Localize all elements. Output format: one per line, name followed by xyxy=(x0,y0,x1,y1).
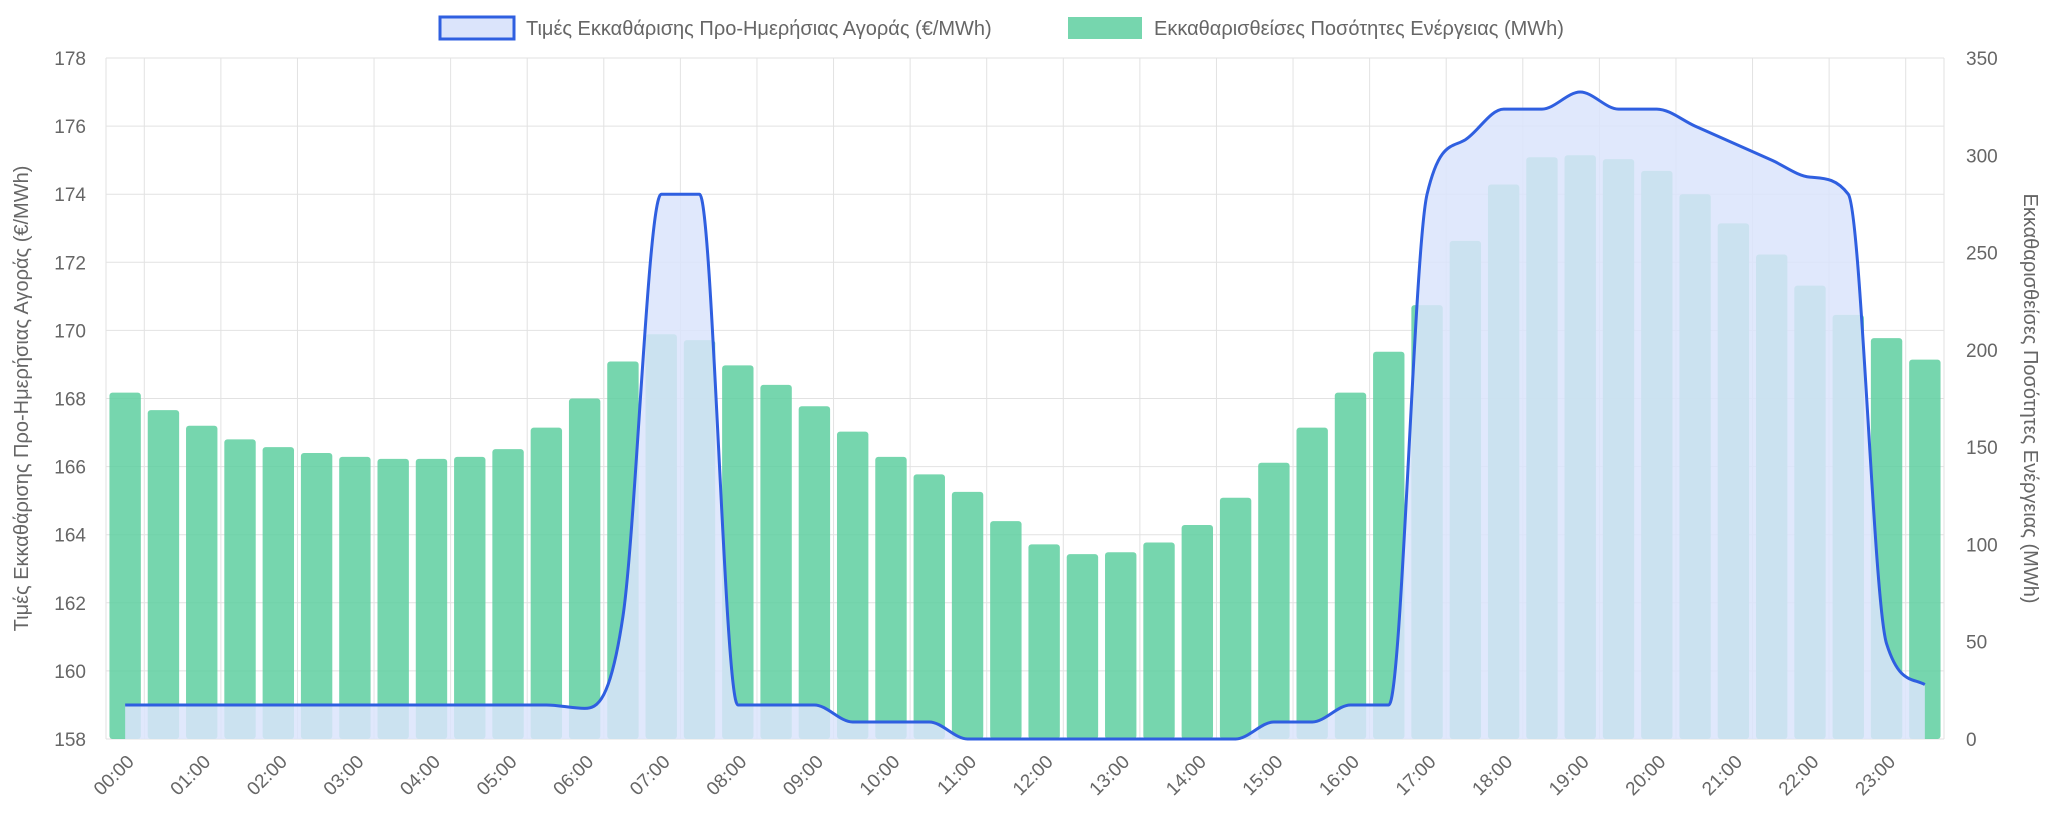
y-tick-label: 174 xyxy=(54,185,86,206)
price-area-fill xyxy=(125,92,1925,740)
x-tick-label: 19:00 xyxy=(1545,752,1593,800)
y-tick-label: 176 xyxy=(54,117,86,138)
x-tick-label: 12:00 xyxy=(1009,752,1057,800)
energy-bar[interactable] xyxy=(454,456,486,739)
x-tick-label: 18:00 xyxy=(1469,752,1517,800)
x-tick-label: 11:00 xyxy=(934,752,981,799)
y-tick-label: 160 xyxy=(54,662,86,683)
legend-label-energy: Εκκαθαρισθείσες Ποσότητες Ενέργειας (MWh… xyxy=(1154,18,1564,40)
energy-bar[interactable] xyxy=(1028,544,1060,739)
x-tick-label: 17:00 xyxy=(1392,752,1440,800)
x-tick-label: 21:00 xyxy=(1698,752,1746,800)
legend-item-price[interactable]: Τιμές Εκκαθάρισης Προ-Ημερήσιας Αγοράς (… xyxy=(438,15,992,41)
x-tick-label: 09:00 xyxy=(779,752,827,800)
y-right-tick-label: 250 xyxy=(1966,244,1998,265)
energy-bar[interactable] xyxy=(1219,497,1252,739)
y-tick-label: 162 xyxy=(54,594,86,615)
y-tick-label: 170 xyxy=(54,321,86,342)
y-right-tick-label: 0 xyxy=(1966,730,1977,751)
energy-bar[interactable] xyxy=(760,384,792,739)
energy-bar[interactable] xyxy=(798,406,831,739)
energy-bar[interactable] xyxy=(913,474,945,739)
legend[interactable]: Τιμές Εκκαθάρισης Προ-Ημερήσιας Αγοράς (… xyxy=(438,15,1564,41)
x-tick-label: 04:00 xyxy=(396,752,444,800)
energy-bar[interactable] xyxy=(377,458,409,739)
x-tick-label: 00:00 xyxy=(90,752,138,800)
y-right-tick-label: 200 xyxy=(1966,341,1998,362)
energy-bar[interactable] xyxy=(568,398,601,740)
y-tick-label: 164 xyxy=(54,526,86,547)
y-right-tick-label: 300 xyxy=(1966,146,1998,167)
legend-label-price: Τιμές Εκκαθάρισης Προ-Ημερήσιας Αγοράς (… xyxy=(526,18,992,40)
x-tick-label: 10:00 xyxy=(856,752,904,800)
legend-swatch-price xyxy=(438,15,516,41)
energy-bar[interactable] xyxy=(1334,392,1367,739)
y-tick-label: 178 xyxy=(54,49,86,70)
y-right-tick-label: 100 xyxy=(1966,535,1998,556)
energy-bar[interactable] xyxy=(836,431,869,739)
energy-bar[interactable] xyxy=(875,456,907,739)
energy-bar[interactable] xyxy=(109,392,141,739)
x-tick-label: 22:00 xyxy=(1775,752,1823,800)
energy-bar[interactable] xyxy=(492,449,524,739)
x-tick-label: 23:00 xyxy=(1852,752,1900,800)
energy-bar[interactable] xyxy=(1143,542,1175,739)
x-tick-label: 02:00 xyxy=(243,752,291,800)
energy-bar[interactable] xyxy=(951,491,984,739)
energy-bar[interactable] xyxy=(147,410,180,739)
energy-bar[interactable] xyxy=(300,452,333,739)
y-right-tick-label: 150 xyxy=(1966,438,1998,459)
energy-bar[interactable] xyxy=(415,458,448,739)
x-tick-label: 01:00 xyxy=(167,752,215,800)
y-right-tick-label: 50 xyxy=(1966,633,1987,654)
energy-bar[interactable] xyxy=(1105,552,1137,739)
energy-bar[interactable] xyxy=(339,456,371,739)
energy-bar[interactable] xyxy=(1066,554,1099,739)
x-tick-label: 16:00 xyxy=(1315,752,1363,800)
energy-bar[interactable] xyxy=(1181,524,1214,739)
x-tick-label: 08:00 xyxy=(703,752,751,800)
x-tick-label: 03:00 xyxy=(320,752,368,800)
x-tick-label: 14:00 xyxy=(1162,752,1210,800)
energy-bar[interactable] xyxy=(1296,427,1328,739)
price-area xyxy=(125,90,1926,741)
x-tick-label: 20:00 xyxy=(1622,752,1670,800)
y-axis-title: Τιμές Εκκαθάρισης Προ-Ημερήσιας Αγοράς (… xyxy=(11,166,33,632)
energy-bar[interactable] xyxy=(1909,359,1941,739)
energy-bar[interactable] xyxy=(530,427,563,739)
x-tick-label: 13:00 xyxy=(1086,752,1134,800)
x-tick-label: 05:00 xyxy=(473,752,521,800)
x-tick-label: 07:00 xyxy=(626,752,674,800)
energy-bar[interactable] xyxy=(186,425,218,739)
y-tick-label: 172 xyxy=(54,253,86,274)
energy-bar[interactable] xyxy=(1258,462,1290,739)
legend-item-energy[interactable]: Εκκαθαρισθείσες Ποσότητες Ενέργειας (MWh… xyxy=(1068,17,1564,40)
energy-bar[interactable] xyxy=(224,439,256,739)
y-tick-label: 158 xyxy=(54,730,86,751)
y-right-tick-label: 350 xyxy=(1966,49,1998,70)
y-right-axis-title: Εκκαθαρισθείσες Ποσότητες Ενέργειας (MWh… xyxy=(2019,194,2041,604)
price-line[interactable] xyxy=(125,90,1926,741)
y-tick-label: 168 xyxy=(54,390,86,411)
grid xyxy=(105,57,1945,740)
x-tick-label: 15:00 xyxy=(1239,752,1287,800)
energy-bar[interactable] xyxy=(262,447,295,739)
legend-swatch-energy xyxy=(1068,17,1142,39)
energy-bar[interactable] xyxy=(990,521,1022,739)
x-tick-label: 06:00 xyxy=(550,752,598,800)
y-tick-label: 166 xyxy=(54,458,86,479)
